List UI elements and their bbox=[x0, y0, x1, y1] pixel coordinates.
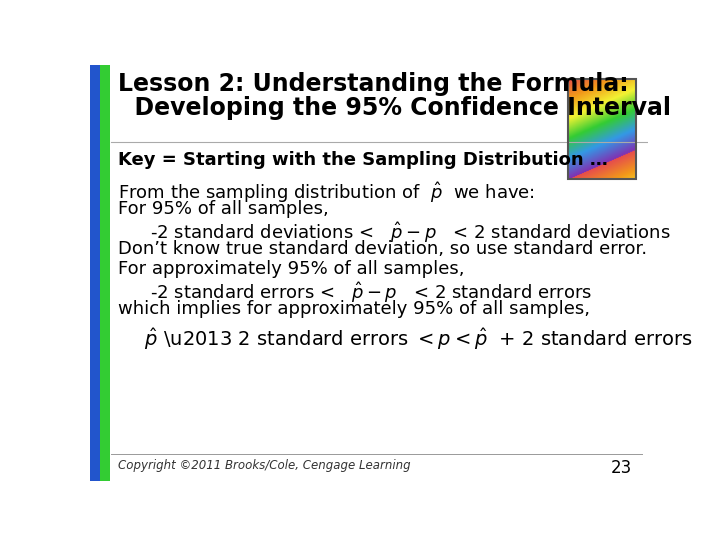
Text: Don’t know true standard deviation, so use standard error.: Don’t know true standard deviation, so u… bbox=[118, 240, 647, 258]
Text: Lesson 2: Understanding the Formula:: Lesson 2: Understanding the Formula: bbox=[118, 72, 629, 97]
Bar bbox=[100, 65, 110, 481]
Text: -2 standard deviations <   $\hat{p} - p$   < 2 standard deviations: -2 standard deviations < $\hat{p} - p$ <… bbox=[133, 220, 671, 245]
Text: 23: 23 bbox=[611, 459, 632, 477]
Text: which implies for approximately 95% of all samples,: which implies for approximately 95% of a… bbox=[118, 300, 590, 319]
Text: Developing the 95% Confidence Interval: Developing the 95% Confidence Interval bbox=[118, 96, 671, 120]
Text: For 95% of all samples,: For 95% of all samples, bbox=[118, 200, 328, 218]
Text: -2 standard errors <   $\hat{p} - p$   < 2 standard errors: -2 standard errors < $\hat{p} - p$ < 2 s… bbox=[133, 280, 593, 305]
Text: $\hat{p}$ \u2013 2 standard errors $< p <\hat{p}$  + 2 standard errors: $\hat{p}$ \u2013 2 standard errors $< p … bbox=[126, 327, 692, 353]
Bar bbox=[568, 79, 636, 179]
Bar bbox=[90, 65, 100, 481]
Text: Key = Starting with the Sampling Distribution …: Key = Starting with the Sampling Distrib… bbox=[118, 151, 608, 169]
Text: For approximately 95% of all samples,: For approximately 95% of all samples, bbox=[118, 260, 464, 279]
Text: From the sampling distribution of  $\hat{p}$  we have:: From the sampling distribution of $\hat{… bbox=[118, 180, 535, 205]
Text: Copyright ©2011 Brooks/Cole, Cengage Learning: Copyright ©2011 Brooks/Cole, Cengage Lea… bbox=[118, 459, 410, 472]
